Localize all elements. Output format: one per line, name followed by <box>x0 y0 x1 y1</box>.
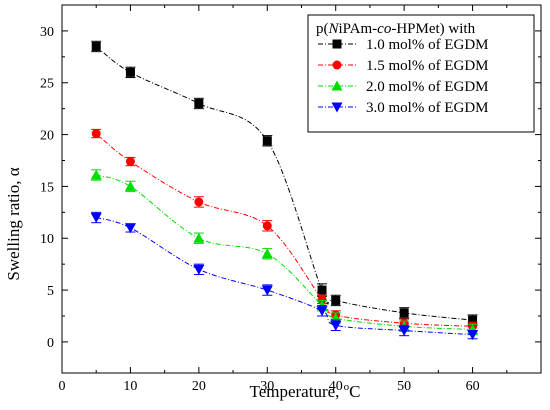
series-line <box>95 46 473 321</box>
plot-axes: 0 10 20 30 40 50 60 0 5 10 15 20 25 30 <box>40 4 542 394</box>
data-point <box>194 197 204 207</box>
legend: p(NiPAm-co-HPMet) with 1.0 mol% of EGDM1… <box>307 14 535 133</box>
y-tick-label: 20 <box>40 129 54 144</box>
y-tick-label: 5 <box>47 284 54 299</box>
y-tick-label: 30 <box>40 25 54 40</box>
series-line <box>96 174 473 330</box>
data-point <box>91 41 101 51</box>
data-point <box>398 325 410 336</box>
data-point <box>261 248 273 259</box>
legend-title: p(NiPAm-co-HPMet) with <box>316 21 476 37</box>
y-tick-label: 0 <box>47 336 54 351</box>
data-point <box>262 221 272 231</box>
data-point <box>317 294 327 304</box>
data-point <box>124 180 136 191</box>
series-2 <box>91 128 478 331</box>
x-tick-label: 50 <box>397 379 411 394</box>
x-tick-label: 60 <box>466 379 480 394</box>
x-tick-label: 20 <box>192 379 206 394</box>
legend-label: 2.0 mol% of EGDM <box>366 79 489 95</box>
data-point <box>90 213 102 224</box>
x-tick-label: 30 <box>260 379 274 394</box>
data-point <box>193 232 205 243</box>
data-point <box>91 129 101 139</box>
legend-marker <box>331 102 343 113</box>
y-axis-label: Swelling ratio, α <box>4 167 23 280</box>
data-point <box>399 308 409 318</box>
legend-marker <box>331 80 343 91</box>
data-point <box>194 98 204 108</box>
y-tick-label: 25 <box>40 77 54 92</box>
plot-marks <box>90 40 479 341</box>
legend-label: 3.0 mol% of EGDM <box>366 100 489 116</box>
data-point <box>261 285 273 296</box>
series-line <box>95 133 473 327</box>
x-axis-label: Temperature, oC <box>250 381 361 401</box>
data-point <box>125 157 135 167</box>
data-point <box>262 136 272 146</box>
data-point <box>193 264 205 275</box>
series-1 <box>91 40 478 326</box>
data-point <box>125 67 135 77</box>
series-line <box>96 217 473 336</box>
data-point <box>467 330 479 341</box>
legend-label: 1.5 mol% of EGDM <box>366 58 489 74</box>
legend-items: 1.0 mol% of EGDM 1.5 mol% of EGDM 2.0 mol%… <box>318 37 489 116</box>
series-3 <box>90 169 479 336</box>
legend-marker <box>332 60 342 70</box>
data-point <box>317 285 327 295</box>
legend-label: 1.0 mol% of EGDM <box>366 37 489 53</box>
y-tick-label: 10 <box>40 232 54 247</box>
data-point <box>90 169 102 180</box>
data-point <box>124 223 136 234</box>
x-tick-label: 10 <box>123 379 137 394</box>
data-point <box>331 295 341 305</box>
legend-marker <box>332 39 342 49</box>
x-tick-label: 0 <box>59 379 66 394</box>
data-point <box>468 315 478 325</box>
series-4 <box>90 211 479 341</box>
legend-box <box>307 14 535 133</box>
y-tick-label: 15 <box>40 180 54 195</box>
data-point <box>330 320 342 331</box>
data-point <box>316 306 328 317</box>
x-tick-label: 40 <box>329 379 343 394</box>
